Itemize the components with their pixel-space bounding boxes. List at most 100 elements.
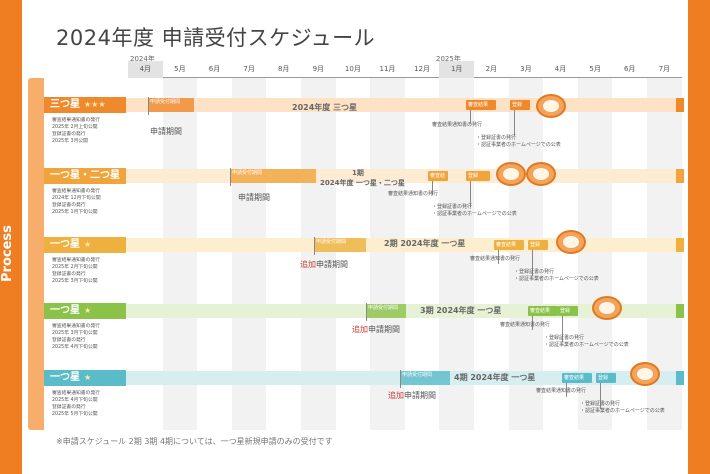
- application-phase-box: 申請受付期間: [400, 371, 450, 385]
- result-chip: 審査結果: [466, 100, 496, 110]
- row-note-line: 2025年 4月下旬公開: [52, 345, 98, 350]
- callout-text: ・登録証書の発行: [476, 135, 517, 141]
- phase-marker-line: [314, 237, 315, 255]
- month-cell: 6月: [208, 65, 221, 73]
- month-cell: 12月: [414, 65, 431, 73]
- row-label-text: 一つ星: [50, 305, 80, 316]
- mascot-face: [592, 296, 622, 320]
- month-cell: 4月: [128, 61, 163, 78]
- phase-marker-line: [230, 168, 231, 186]
- mascot-inner: [543, 100, 559, 112]
- month-cell: 2月: [485, 65, 498, 73]
- star-rating: ★: [84, 306, 92, 315]
- row-notes: 審査結果通知書の発行 2025年 3月下旬公開 登録証書の発行 2025年 4月下旬公…: [52, 323, 132, 351]
- mascot-icon: [556, 230, 586, 254]
- mascot-face: [526, 162, 556, 186]
- month-cell: 7月: [658, 65, 671, 73]
- additional-tag: 追加: [300, 260, 316, 269]
- month-cell: 5月: [174, 65, 186, 73]
- application-phase-box: 申請受付期間: [366, 304, 406, 318]
- callout-text: 審査結果通知書の発行: [470, 256, 521, 262]
- mascot-inner: [637, 368, 653, 380]
- month-cell: 11月: [379, 65, 396, 73]
- mascot-inner: [533, 168, 549, 180]
- phase-marker-line: [148, 97, 149, 115]
- mascot-icon: [536, 94, 566, 118]
- right-accent-bar: [688, 0, 710, 474]
- additional-tag: 追加: [352, 325, 368, 334]
- row-label-text: 一つ星: [50, 372, 80, 383]
- row-note-line: 2025年 2月下旬公開: [52, 265, 98, 270]
- application-period-label: 追加申請期間: [352, 324, 400, 335]
- row-band: [44, 371, 684, 385]
- mascot-inner: [503, 168, 519, 180]
- row-notes: 審査結果通知書の発行 2025年 2月下旬公開 登録証書の発行 2025年 3月下旬公…: [52, 257, 132, 285]
- callout-text: ・登録証書の発行: [432, 204, 473, 210]
- row-label-text: 一つ星・二つ星: [50, 170, 120, 181]
- period-text: 申請期間: [316, 260, 348, 269]
- row-note-line: 登録証書の発行: [52, 203, 86, 208]
- row-note-line: 2025年 1月下旬公開: [52, 210, 98, 215]
- application-period-label: 追加申請期間: [300, 259, 348, 270]
- callout-line: [600, 383, 601, 409]
- row-band: [44, 98, 684, 112]
- row-note-line: 2025年 3月公開: [52, 139, 88, 144]
- application-phase-box: 申請受付期間: [230, 169, 316, 183]
- fiscal-year-label: 4期 2024年度 一つ星: [454, 373, 536, 382]
- mascot-inner: [599, 302, 615, 314]
- application-phase-box: 申請受付期間: [314, 238, 366, 252]
- callout-text: 審査結果通知書の発行: [536, 388, 587, 394]
- fiscal-year-label: 3期 2024年度 一つ星: [420, 306, 502, 315]
- month-cell: 5月: [589, 65, 601, 73]
- left-accent-bar: [0, 0, 22, 474]
- application-period-label: 申請期間: [150, 126, 182, 137]
- callout-line: [566, 383, 567, 397]
- mascot-inner: [563, 236, 579, 248]
- row-band-edge: [676, 371, 684, 385]
- phase-marker-line: [366, 303, 367, 321]
- row-note-line: 2025年 4月下旬公開: [52, 398, 98, 403]
- term-label: 1期: [352, 169, 364, 177]
- row-label-text: 三つ星: [50, 99, 80, 110]
- row-note-line: 2025年 2月上旬公開: [52, 125, 98, 130]
- registration-chip: 登録: [510, 100, 530, 110]
- period-text: 申請期間: [368, 325, 400, 334]
- month-cell: 3月: [520, 65, 532, 73]
- callout-text: ・登録証書の発行: [580, 401, 621, 407]
- callout-line: [498, 250, 499, 264]
- row-note-line: 2025年 5月下旬公開: [52, 412, 98, 417]
- row-notes: 審査結果通知書の発行 2024年 12月下旬公開 登録証書の発行 2025年 1月下旬…: [52, 188, 132, 216]
- row-note-line: 審査結果通知書の発行: [52, 324, 100, 329]
- fiscal-year-label: 2024年度 一つ星・二つ星: [320, 179, 405, 187]
- fiscal-year-label: 2期 2024年度 一つ星: [384, 239, 466, 248]
- callout-line: [470, 181, 471, 207]
- period-text: 申請期間: [404, 391, 436, 400]
- callout-text: ・認証事業者のホームページでの公表: [514, 276, 599, 282]
- callout-text: ・認証事業者のホームページでの公表: [544, 342, 629, 348]
- callout-text: 審査結果通知書の発行: [432, 122, 483, 128]
- row-band-edge: [676, 238, 684, 252]
- callout-text: ・認証事業者のホームページでの公表: [476, 142, 561, 148]
- month-header-line: [128, 61, 682, 78]
- callout-text: ・認証事業者のホームページでの公表: [432, 211, 517, 217]
- row-note-line: 登録証書の発行: [52, 132, 86, 137]
- row-note-line: 2024年 12月下旬公開: [52, 196, 101, 201]
- callout-line: [532, 316, 533, 330]
- row-note-line: 審査結果通知書の発行: [52, 391, 100, 396]
- mascot-icon: [592, 296, 622, 320]
- year-label-2025: 2025年: [436, 55, 461, 63]
- row-notes: 審査結果通知書の発行 2025年 2月上旬公開 登録証書の発行 2025年 3月公開: [52, 117, 132, 145]
- star-rating: ★: [84, 373, 92, 382]
- callout-text: ・登録証書の発行: [544, 335, 585, 341]
- registration-chip: 登録: [466, 171, 490, 181]
- row-note-line: 2025年 3月下旬公開: [52, 331, 98, 336]
- month-cell: 4月: [554, 65, 567, 73]
- row-note-line: 2025年 3月下旬公開: [52, 279, 98, 284]
- row-notes: 審査結果通知書の発行 2025年 4月下旬公開 登録証書の発行 2025年 5月下旬公…: [52, 390, 132, 418]
- callout-text: ・認証事業者のホームページでの公表: [580, 408, 665, 414]
- row-label: 一つ星 ★: [44, 303, 126, 319]
- registration-chip: 登録: [528, 240, 548, 250]
- result-chip: 審査結果: [428, 171, 448, 189]
- callout-line: [532, 250, 533, 276]
- result-chip: 審査結果: [494, 240, 524, 250]
